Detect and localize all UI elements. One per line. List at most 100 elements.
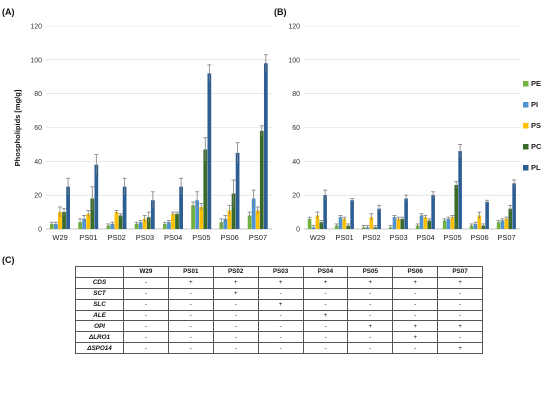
genotype-table: W29 PS01 PS02 PS03 PS04 PS05 PS06 PS07 CDS - + + + +… (75, 266, 483, 355)
chart-a-xtick-label: PS04 (164, 233, 182, 242)
table-cell: - (123, 342, 169, 355)
chart-a-bar-pl (150, 200, 155, 229)
table-cell: - (347, 309, 394, 322)
chart-a-bar-ps (227, 210, 232, 229)
chart-b-xtick-label: PS03 (389, 233, 407, 242)
chart-a-bar-ps (86, 213, 91, 229)
table-corner-cell (75, 266, 124, 278)
chart-a-ytick-label: 0 (38, 227, 42, 234)
table-header-cell: PS04 (302, 266, 349, 278)
table-cell: - (347, 287, 394, 300)
table-cell: - (347, 331, 394, 344)
table-row: ΔSPO14- - - - - - - + (75, 342, 483, 355)
chart-b: 0 20 40 60 80 100 120 W29 PS01 PS02 PS03 PS04 PS05 PS… (288, 24, 520, 242)
table-cell: - (347, 342, 394, 355)
table-cell: - (302, 320, 349, 333)
chart-a-bar-pe (49, 223, 54, 229)
table-cell: - (167, 309, 214, 322)
table-cell: - (347, 298, 394, 311)
chart-a-xtick-label: PS01 (79, 233, 97, 242)
chart-a-ytick-label: 60 (34, 125, 42, 132)
chart-a-bar-pl (179, 186, 183, 229)
table-header-cell: PS05 (347, 266, 394, 278)
table-cell: - (167, 331, 214, 344)
chart-b-bar-pl (404, 198, 408, 229)
table-cell: - (437, 331, 483, 344)
chart-a-ytick-label: 120 (30, 24, 42, 31)
chart-a-bar-pc (118, 215, 123, 229)
chart-a-xtick-label: PS02 (107, 233, 125, 242)
chart-a-xtick-label: PS05 (192, 233, 210, 242)
table-cell: - (123, 331, 169, 344)
chart-a-bar-pl (235, 152, 240, 229)
chart-a-bar-pc (62, 212, 66, 229)
chart-b-bar-ps (423, 217, 428, 229)
chart-b-legend: PE PI PS PC PL (523, 79, 542, 172)
table-cell: - (302, 331, 349, 344)
chart-a-bar-pe (134, 223, 139, 229)
table-cell: + (257, 298, 304, 311)
chart-a-bar-pc (146, 217, 151, 229)
chart-b-ytick-label: 120 (288, 24, 300, 31)
legend-swatch-pi (523, 102, 529, 108)
chart-a-ytick-label: 100 (30, 57, 42, 64)
chart-b-ytick-label: 0 (296, 227, 300, 234)
chart-b-ytick-label: 80 (292, 91, 300, 98)
table-cell: - (212, 342, 259, 355)
table-row: SLC - - - + - - - - (75, 298, 483, 311)
table-row: SCT - - + - - - - - (75, 287, 483, 300)
chart-a-bar-pl (207, 73, 212, 229)
table-cell: - (257, 309, 304, 322)
table-cell: - (257, 342, 304, 355)
chart-b-bar-pl (485, 201, 489, 229)
table-header-cell: PS03 (257, 266, 304, 278)
table-row: ALE - - - - + - - - (75, 309, 483, 322)
table-header-cell: W29 (123, 266, 169, 278)
table-header-cell: PS06 (392, 266, 439, 278)
table-cell: - (392, 298, 439, 311)
chart-a-bar-pi (223, 218, 228, 229)
table-cell: + (212, 276, 259, 289)
chart-b-bar-ps (396, 218, 401, 229)
chart-a-bar-pl (122, 186, 127, 229)
chart-b-bar-pe (442, 220, 447, 229)
chart-a-bar-pi (54, 223, 58, 229)
chart-b-bar-ps (477, 215, 482, 229)
chart-b-xtick-label: PS01 (335, 233, 353, 242)
chart-b-ytick-label: 60 (292, 125, 300, 132)
chart-a-bar-pi (195, 200, 200, 229)
chart-a-bar-pl (66, 186, 70, 229)
chart-b-bar-pe (307, 218, 312, 229)
table-cell: - (167, 298, 214, 311)
chart-b-bar-pi (446, 218, 451, 229)
chart-b-bar-pi (392, 217, 397, 229)
chart-b-bar-pi (338, 217, 343, 229)
chart-a-bar-ps (255, 210, 260, 229)
legend-swatch-ps (523, 123, 529, 129)
chart-a-bar-ps (114, 212, 119, 229)
chart-a-bar-pi (82, 218, 87, 229)
panel-b-label: (B) (274, 7, 287, 17)
chart-a-bar-ps (142, 218, 147, 229)
table-cell: - (302, 342, 349, 355)
table-cell: + (437, 276, 483, 289)
table-cell: - (212, 298, 259, 311)
table-cell: - (212, 309, 259, 322)
chart-a-bar-pe (247, 215, 252, 229)
chart-a-bar-pc (175, 213, 179, 229)
chart-b-bar-pi (473, 223, 478, 229)
chart-b-bar-pl (512, 183, 516, 229)
chart-a-bar-ps (199, 207, 204, 229)
table-row-label: SCT (75, 287, 124, 300)
chart-a-xtick-label: PS03 (136, 233, 154, 242)
table-cell: - (437, 298, 483, 311)
chart-a-bar-pc (231, 193, 236, 229)
legend-label-pc: PC (531, 142, 542, 151)
chart-b-bar-pi (500, 220, 505, 229)
table-cell: + (347, 320, 394, 333)
table-cell: - (392, 287, 439, 300)
chart-a-bar-ps (58, 212, 62, 229)
chart-a-bar-pe (162, 223, 167, 229)
table-header-row: W29 PS01 PS02 PS03 PS04 PS05 PS06 PS07 (75, 266, 483, 278)
table-cell: - (123, 320, 169, 333)
